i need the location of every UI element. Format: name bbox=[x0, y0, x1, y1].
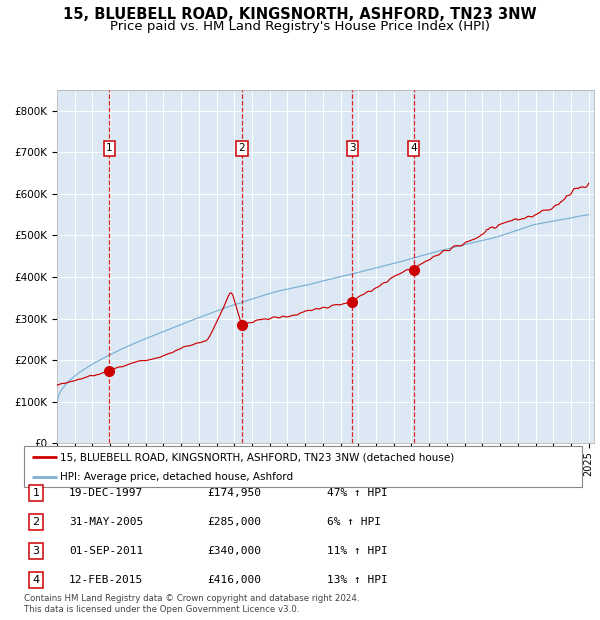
Text: £340,000: £340,000 bbox=[207, 546, 261, 556]
Text: 4: 4 bbox=[410, 143, 417, 153]
Text: 2: 2 bbox=[32, 517, 40, 527]
Text: 3: 3 bbox=[32, 546, 40, 556]
Text: 12-FEB-2015: 12-FEB-2015 bbox=[69, 575, 143, 585]
Text: 2: 2 bbox=[238, 143, 245, 153]
Text: HPI: Average price, detached house, Ashford: HPI: Average price, detached house, Ashf… bbox=[60, 472, 293, 482]
Text: 01-SEP-2011: 01-SEP-2011 bbox=[69, 546, 143, 556]
Text: Price paid vs. HM Land Registry's House Price Index (HPI): Price paid vs. HM Land Registry's House … bbox=[110, 20, 490, 33]
Text: 6% ↑ HPI: 6% ↑ HPI bbox=[327, 517, 381, 527]
Text: 1: 1 bbox=[106, 143, 113, 153]
Text: 11% ↑ HPI: 11% ↑ HPI bbox=[327, 546, 388, 556]
Text: Contains HM Land Registry data © Crown copyright and database right 2024.
This d: Contains HM Land Registry data © Crown c… bbox=[24, 595, 359, 614]
Text: 1: 1 bbox=[32, 488, 40, 498]
FancyBboxPatch shape bbox=[24, 446, 582, 487]
Text: £416,000: £416,000 bbox=[207, 575, 261, 585]
Text: 47% ↑ HPI: 47% ↑ HPI bbox=[327, 488, 388, 498]
Text: 3: 3 bbox=[349, 143, 356, 153]
Text: 19-DEC-1997: 19-DEC-1997 bbox=[69, 488, 143, 498]
Text: 13% ↑ HPI: 13% ↑ HPI bbox=[327, 575, 388, 585]
Text: 15, BLUEBELL ROAD, KINGSNORTH, ASHFORD, TN23 3NW (detached house): 15, BLUEBELL ROAD, KINGSNORTH, ASHFORD, … bbox=[60, 452, 455, 463]
Text: £285,000: £285,000 bbox=[207, 517, 261, 527]
Text: 31-MAY-2005: 31-MAY-2005 bbox=[69, 517, 143, 527]
Text: 15, BLUEBELL ROAD, KINGSNORTH, ASHFORD, TN23 3NW: 15, BLUEBELL ROAD, KINGSNORTH, ASHFORD, … bbox=[63, 7, 537, 22]
Text: £174,950: £174,950 bbox=[207, 488, 261, 498]
Text: 4: 4 bbox=[32, 575, 40, 585]
